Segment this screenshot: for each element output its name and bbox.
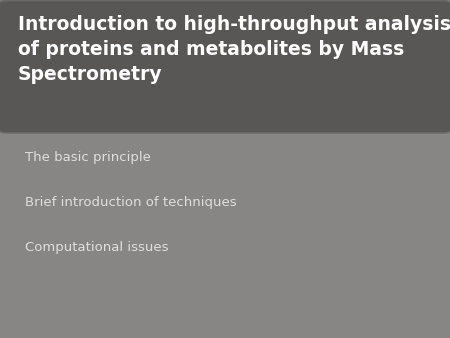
Text: Introduction to high-throughput analysis
of proteins and metabolites by Mass
Spe: Introduction to high-throughput analysis… [18,15,450,84]
Text: Brief introduction of techniques: Brief introduction of techniques [25,196,236,209]
FancyBboxPatch shape [0,1,450,133]
Text: The basic principle: The basic principle [25,151,151,164]
Text: Computational issues: Computational issues [25,241,168,254]
